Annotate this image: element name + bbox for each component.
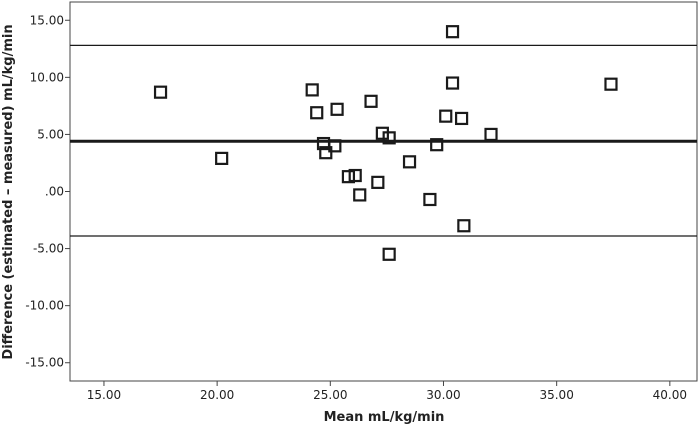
y-tick-label: 5.00: [37, 127, 64, 141]
scatter-point: [364, 94, 378, 108]
data-points: [153, 25, 618, 261]
scatter-point: [484, 127, 498, 142]
y-axis-title: Difference (estimated – measured) mL/kg/…: [1, 24, 16, 359]
scatter-point: [341, 170, 356, 184]
x-tick-label: 30.00: [426, 388, 460, 402]
scatter-point: [348, 168, 362, 183]
scatter-point: [328, 139, 342, 153]
scatter-point: [353, 188, 367, 202]
x-tick-label: 15.00: [87, 388, 121, 402]
scatter-point: [153, 85, 168, 99]
scatter-point: [604, 77, 618, 91]
plot-area: [69, 1, 698, 382]
scatter-point: [457, 219, 471, 233]
x-tick-label: 35.00: [539, 388, 573, 402]
y-tick-label: 15.00: [30, 13, 64, 27]
scatter-point: [382, 131, 396, 145]
scatter-point: [319, 146, 333, 160]
x-tick-label: 40.00: [653, 388, 687, 402]
scatter-point: [423, 192, 437, 207]
scatter-point: [439, 109, 453, 123]
x-axis-title: Mean mL/kg/min: [324, 410, 445, 425]
plot-frame: [69, 1, 698, 382]
x-axis: 15.00 20.00 25.00 30.00 35.00 40.00: [87, 381, 687, 402]
y-tick-label: .00: [45, 185, 64, 199]
x-tick-label: 25.00: [313, 388, 347, 402]
x-tick-label: 20.00: [200, 388, 234, 402]
scatter-point: [215, 151, 229, 165]
y-tick-label: -15.00: [25, 356, 64, 370]
scatter-point: [330, 102, 344, 116]
scatter-point: [445, 25, 460, 39]
y-tick-label: -10.00: [25, 299, 64, 313]
scatter-point: [382, 247, 396, 261]
scatter-point: [310, 106, 324, 120]
scatter-point: [371, 175, 385, 189]
y-tick-label: -5.00: [33, 242, 64, 256]
scatter-point: [445, 76, 460, 90]
scatter-point: [402, 155, 417, 169]
scatter-point: [305, 83, 319, 97]
scatter-point: [430, 138, 444, 152]
scatter-point: [454, 111, 469, 126]
y-axis: 15.00 10.00 5.00 .00 -5.00 -10.00 -15.00: [25, 13, 70, 370]
y-tick-label: 10.00: [30, 70, 64, 84]
